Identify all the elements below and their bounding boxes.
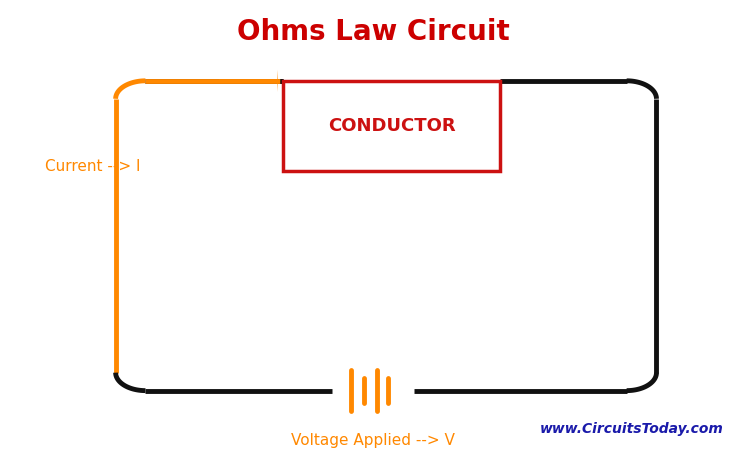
Text: Voltage Applied --> V: Voltage Applied --> V: [291, 432, 455, 448]
Text: Ohms Law Circuit: Ohms Law Circuit: [236, 18, 510, 46]
Text: www.CircuitsToday.com: www.CircuitsToday.com: [540, 422, 724, 436]
FancyBboxPatch shape: [283, 81, 500, 171]
Text: CONDUCTOR: CONDUCTOR: [327, 117, 456, 135]
Text: Current --> I: Current --> I: [45, 158, 140, 174]
